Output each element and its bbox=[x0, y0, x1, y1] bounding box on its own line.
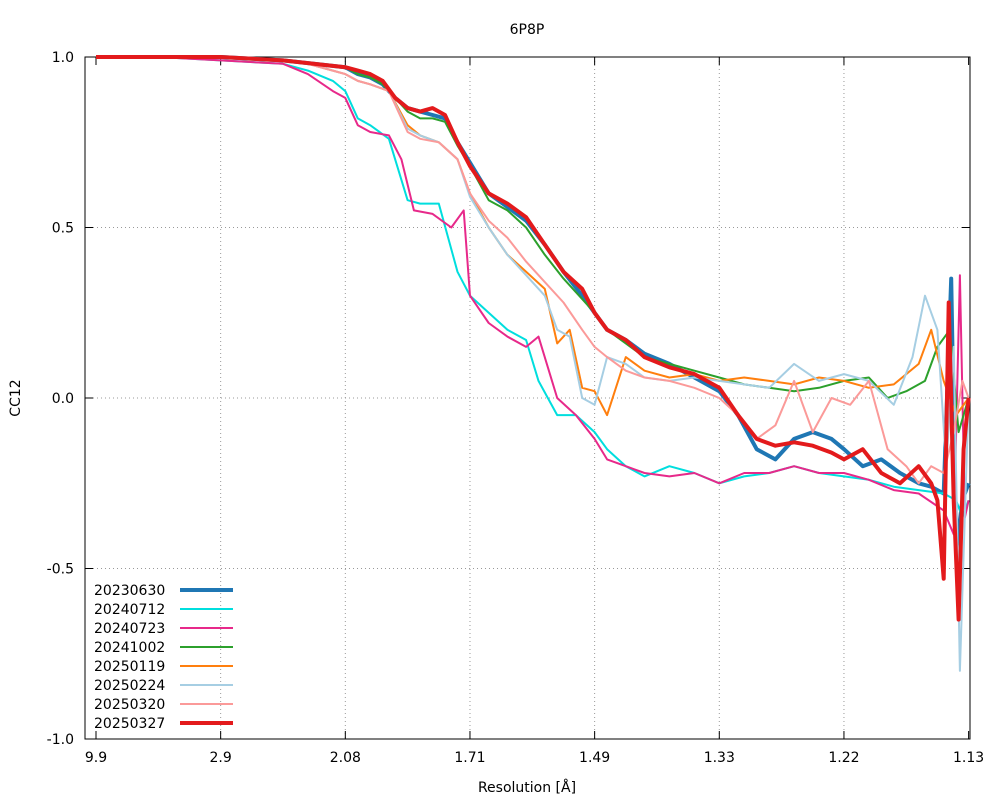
y-tick-label: 1.0 bbox=[52, 50, 74, 66]
legend-label: 20250320 bbox=[94, 697, 165, 713]
x-tick-label: 1.49 bbox=[579, 750, 610, 766]
series-line-20241002 bbox=[96, 56, 970, 434]
series-line-20250224 bbox=[96, 56, 970, 672]
x-tick-label: 1.13 bbox=[953, 750, 984, 766]
x-tick-label: 9.9 bbox=[85, 750, 107, 766]
x-tick-label: 1.33 bbox=[704, 750, 735, 766]
legend: 20230630 20240712 20240723 20241002 20250119… bbox=[94, 583, 233, 732]
x-tick-label: 2.08 bbox=[330, 750, 361, 766]
series-line-20240712 bbox=[96, 56, 970, 519]
series-line-20250320 bbox=[96, 56, 970, 485]
x-tick-label: 1.22 bbox=[828, 750, 859, 766]
legend-label: 20240712 bbox=[94, 602, 165, 618]
x-tick-label: 1.71 bbox=[454, 750, 485, 766]
y-tick-label: 0.0 bbox=[52, 391, 74, 407]
x-tick-label: 2.9 bbox=[210, 750, 232, 766]
legend-label: 20240723 bbox=[94, 621, 165, 637]
series-line-20240723 bbox=[96, 56, 970, 536]
chart-title: 6P8P bbox=[510, 22, 545, 38]
y-tick-label: -1.0 bbox=[47, 732, 74, 748]
grid-layer bbox=[85, 57, 970, 739]
legend-label: 20250327 bbox=[94, 716, 165, 732]
y-tick-label: -0.5 bbox=[47, 562, 74, 578]
legend-label: 20250119 bbox=[94, 659, 165, 675]
legend-label: 20241002 bbox=[94, 640, 165, 656]
series-layer bbox=[96, 55, 971, 672]
y-axis-label: CC12 bbox=[8, 379, 24, 416]
series-line-20250327 bbox=[96, 55, 971, 622]
axes-layer: 1.0 0.5 0.0 -0.5 -1.0 9.9 2.9 2.08 1.71 1.49 1.33 1… bbox=[47, 50, 985, 766]
x-axis-label: Resolution [Å] bbox=[478, 779, 576, 796]
legend-label: 20250224 bbox=[94, 678, 165, 694]
legend-label: 20230630 bbox=[94, 583, 165, 599]
y-tick-label: 0.5 bbox=[52, 221, 74, 237]
series-line-20230630 bbox=[96, 55, 971, 554]
